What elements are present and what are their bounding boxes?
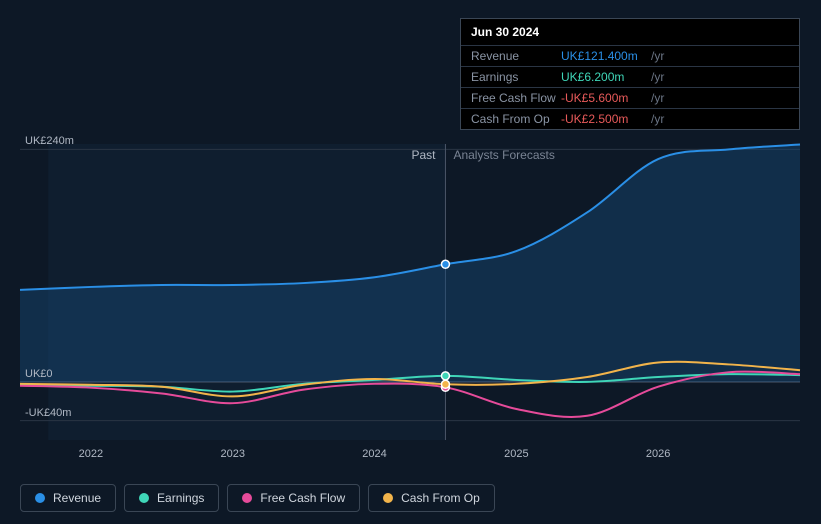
y-tick-label: UK£0 [25,368,53,380]
x-tick-label: 2026 [646,448,670,460]
legend-label: Earnings [157,491,204,505]
legend-item-revenue[interactable]: Revenue [20,484,116,512]
tooltip-value: UK£121.400m [561,49,651,63]
tooltip-date: Jun 30 2024 [461,19,799,45]
tooltip-metric-label: Revenue [471,49,561,63]
x-tick-label: 2024 [362,448,386,460]
legend-swatch [383,493,393,503]
tooltip-unit: /yr [651,49,664,63]
chart-legend: Revenue Earnings Free Cash Flow Cash From O… [20,484,495,512]
tooltip-row: Cash From Op-UK£2.500m/yr [461,108,799,129]
x-tick-label: 2022 [79,448,103,460]
x-tick-label: 2023 [220,448,244,460]
financial-forecast-chart: -UK£40mUK£0UK£240m 20222023202420252026 … [0,0,821,524]
legend-label: Cash From Op [401,491,480,505]
legend-swatch [242,493,252,503]
y-tick-label: -UK£40m [25,407,71,419]
tooltip-value: -UK£5.600m [561,91,651,105]
legend-label: Revenue [53,491,101,505]
x-tick-label: 2025 [504,448,528,460]
tooltip-row: Free Cash Flow-UK£5.600m/yr [461,87,799,108]
legend-label: Free Cash Flow [260,491,345,505]
tooltip-row: RevenueUK£121.400m/yr [461,45,799,66]
chart-tooltip: Jun 30 2024 RevenueUK£121.400m/yrEarning… [460,18,800,130]
tooltip-row: EarningsUK£6.200m/yr [461,66,799,87]
legend-item-cash-from-op[interactable]: Cash From Op [368,484,495,512]
tooltip-metric-label: Free Cash Flow [471,91,561,105]
legend-item-earnings[interactable]: Earnings [124,484,219,512]
tooltip-value: -UK£2.500m [561,112,651,126]
tooltip-metric-label: Cash From Op [471,112,561,126]
legend-swatch [139,493,149,503]
tooltip-unit: /yr [651,91,664,105]
tooltip-unit: /yr [651,112,664,126]
tooltip-value: UK£6.200m [561,70,651,84]
past-label: Past [411,148,435,162]
tooltip-unit: /yr [651,70,664,84]
tooltip-metric-label: Earnings [471,70,561,84]
legend-swatch [35,493,45,503]
forecast-label: Analysts Forecasts [453,148,554,162]
legend-item-free-cash-flow[interactable]: Free Cash Flow [227,484,360,512]
y-tick-label: UK£240m [25,135,74,147]
